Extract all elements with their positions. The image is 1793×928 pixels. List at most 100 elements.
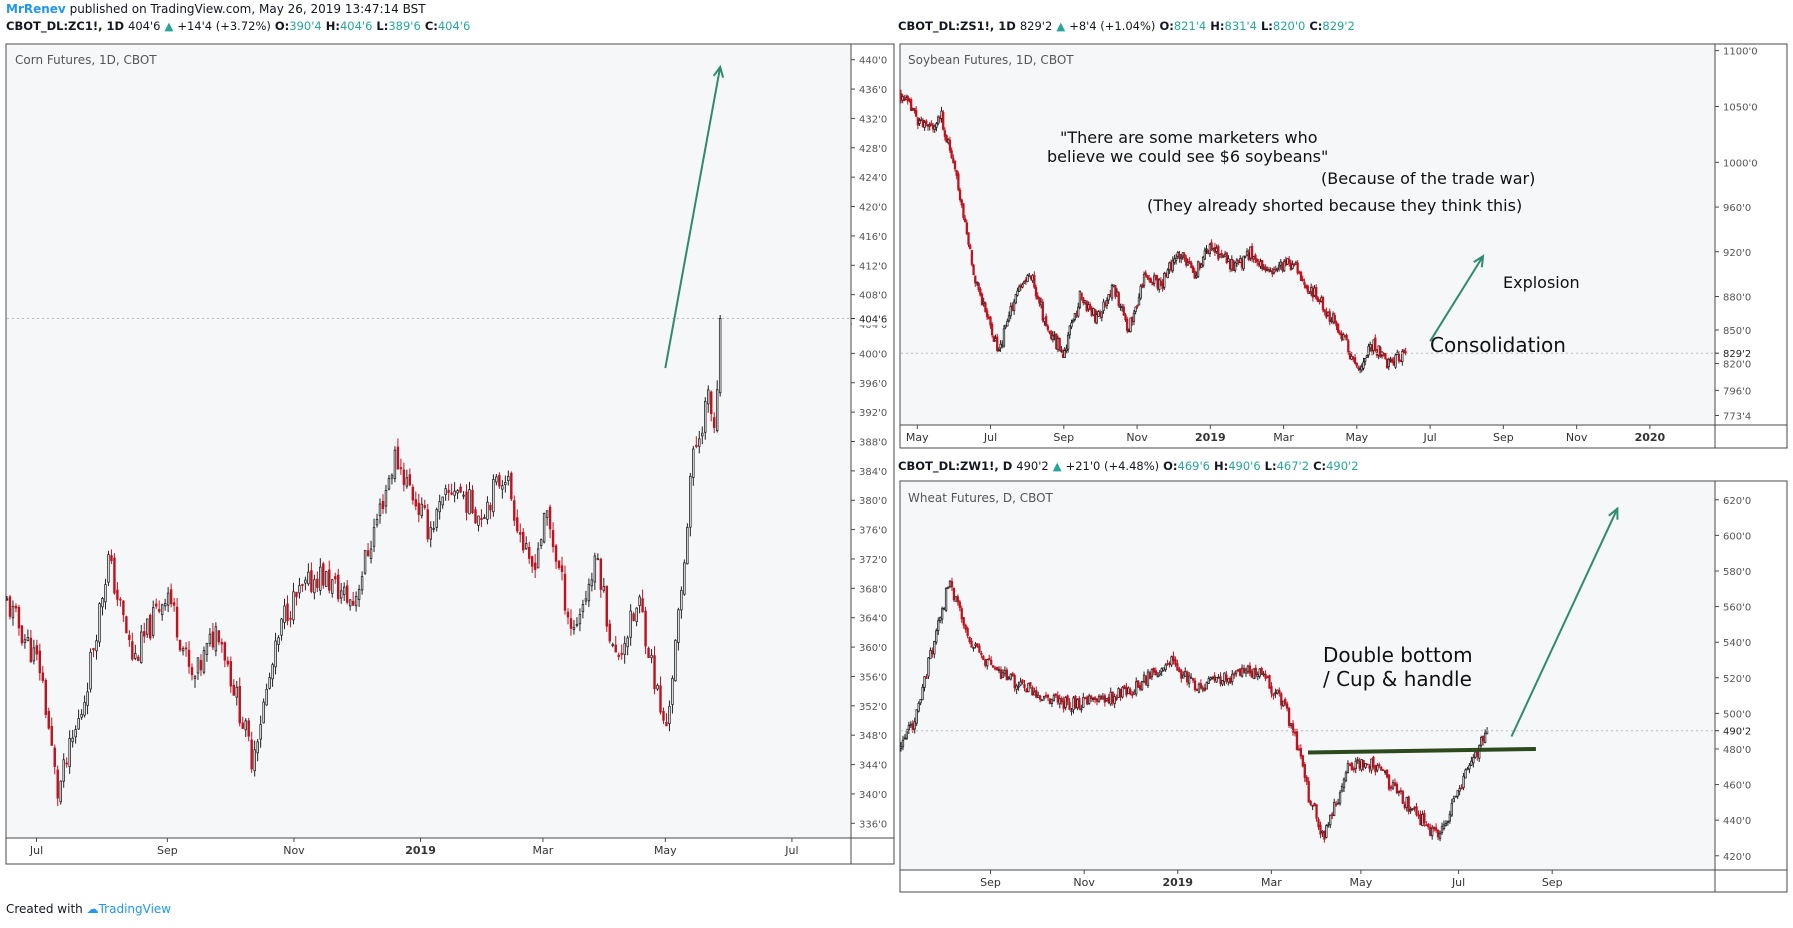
up-triangle-icon: ▲	[1056, 19, 1066, 33]
corn-time-axis[interactable]: Jul Sep Nov 2019 Mar May Jul	[29, 838, 799, 857]
double-bottom-label[interactable]: Double bottom	[1323, 643, 1473, 667]
y-tick-label: 380'0	[859, 496, 887, 507]
candle-body	[44, 679, 48, 715]
x-tick-label: Nov	[1073, 876, 1095, 889]
candle-body	[1379, 347, 1382, 358]
candle-body	[480, 517, 483, 520]
candle-body	[1052, 694, 1056, 701]
candle-body	[572, 626, 576, 630]
candle-body	[1077, 306, 1080, 317]
candle-body	[964, 624, 967, 630]
trend-arrow-line[interactable]	[664, 66, 722, 369]
quote-line-1[interactable]: "There are some marketers who	[1060, 128, 1318, 147]
last-price-box	[1716, 346, 1756, 361]
explosion-label[interactable]: Explosion	[1503, 273, 1580, 292]
trend-arrow-line[interactable]	[1429, 255, 1484, 342]
candle-body	[1295, 730, 1299, 751]
candle-body	[1021, 679, 1024, 684]
soy-chart[interactable]: Soybean Futures, 1D, CBOT 773'4 796'0 820'…	[899, 43, 1788, 449]
candle-body	[989, 316, 992, 326]
wheat-price-axis[interactable]: 420'0 440'0 460'0 480'0 500'0 520'0 540'0 560'0…	[1715, 496, 1756, 863]
candle-body	[997, 349, 1001, 351]
candle-body	[1137, 296, 1141, 306]
wheat-title: Wheat Futures, D, CBOT	[908, 491, 1054, 505]
candle-body	[1088, 695, 1091, 704]
candle-body	[1242, 255, 1245, 269]
candle-body	[650, 654, 653, 659]
candle-body	[1294, 262, 1298, 265]
candle-body	[623, 643, 626, 655]
candle-body	[1223, 672, 1226, 683]
candle-body	[1401, 790, 1404, 804]
publish-header: MrRenev published on TradingView.com, Ma…	[6, 2, 426, 16]
y-tick-label: 412'0	[859, 261, 887, 272]
author-link[interactable]: MrRenev	[6, 2, 66, 16]
y-tick-label: 960'0	[1723, 203, 1751, 214]
corn-price-axis[interactable]: 336'0 340'0 344'0 348'0 352'0 356'0 360'0 364'0…	[851, 56, 892, 831]
candle-body	[160, 604, 164, 616]
trade-war-note[interactable]: (Because of the trade war)	[1321, 169, 1535, 188]
candle-body	[1274, 692, 1277, 695]
candle-body	[1045, 316, 1048, 327]
shorted-note[interactable]: (They already shorted because they think…	[1147, 196, 1522, 215]
candle-body	[1112, 284, 1115, 287]
candle-body	[1268, 675, 1271, 689]
candle-body	[50, 726, 53, 746]
candle-body	[17, 606, 21, 629]
candle-body	[1331, 813, 1334, 817]
tradingview-brand[interactable]: TradingView	[98, 902, 172, 916]
candle-body	[325, 571, 328, 588]
candle-body	[1124, 314, 1127, 321]
candle-body	[1166, 663, 1169, 665]
tradingview-logo-icon[interactable]: ☁	[86, 902, 99, 916]
candle-body	[935, 630, 938, 643]
candle-body	[950, 150, 953, 159]
candle-body	[1193, 680, 1197, 691]
candle-body	[399, 467, 403, 470]
consolidation-label[interactable]: Consolidation	[1430, 333, 1566, 357]
candle-body	[1178, 668, 1181, 673]
candle-body	[41, 672, 45, 681]
candle-body	[1364, 763, 1367, 768]
candle-body	[683, 562, 686, 595]
candle-body	[1210, 242, 1213, 249]
candle-body	[536, 548, 540, 569]
soy-symbol[interactable]: CBOT_DL:ZS1!, 1D	[898, 19, 1016, 33]
candle-body	[931, 650, 934, 655]
candle-body	[1423, 812, 1426, 824]
support-line[interactable]	[1307, 746, 1536, 755]
candle-body	[262, 701, 265, 724]
cup-handle-label[interactable]: / Cup & handle	[1323, 667, 1472, 691]
wheat-close: 490'2	[1326, 459, 1359, 473]
candle-body	[98, 603, 101, 643]
trend-arrow-line[interactable]	[1510, 508, 1619, 737]
candle-body	[530, 556, 534, 567]
candle-body	[1331, 313, 1335, 323]
corn-chart[interactable]: Corn Futures, 1D, CBOT 336'0 340'0 344'0 34…	[5, 43, 895, 865]
wheat-chart[interactable]: Wheat Futures, D, CBOT 420'0 440'0 460'0 48…	[899, 480, 1788, 893]
arrow-head-icon	[1608, 506, 1619, 520]
candle-body	[930, 123, 933, 126]
candle-body	[1132, 312, 1136, 322]
candle-body	[86, 691, 89, 706]
soy-low: 820'0	[1272, 19, 1306, 33]
candle-body	[1121, 686, 1124, 698]
corn-symbol[interactable]: CBOT_DL:ZC1!, 1D	[6, 19, 124, 33]
y-tick-label: 352'0	[859, 702, 887, 713]
candle-body	[1421, 814, 1424, 826]
y-tick-label: 424'0	[859, 173, 887, 184]
candle-body	[429, 526, 432, 540]
candle-body	[1186, 261, 1190, 266]
candle-body	[1009, 306, 1012, 317]
wheat-symbol[interactable]: CBOT_DL:ZW1!, D	[898, 459, 1013, 473]
candle-body	[1334, 803, 1338, 806]
soy-time-axis[interactable]: May Jul Sep Nov 2019 Mar May Jul Sep Nov 2020	[906, 425, 1666, 444]
candle-body	[1409, 809, 1412, 812]
quote-line-2[interactable]: believe we could see $6 soybeans"	[1047, 147, 1328, 166]
candle-body	[1211, 676, 1214, 679]
wheat-time-axis[interactable]: Sep Nov 2019 Mar May Jul Sep	[980, 870, 1563, 889]
candle-body	[974, 275, 977, 284]
candle-body	[1201, 687, 1205, 691]
soy-price-axis[interactable]: 773'4 796'0 820'0 850'0 880'0 920'0 960'0 1000'…	[1715, 47, 1758, 423]
candle-body	[1031, 686, 1034, 696]
